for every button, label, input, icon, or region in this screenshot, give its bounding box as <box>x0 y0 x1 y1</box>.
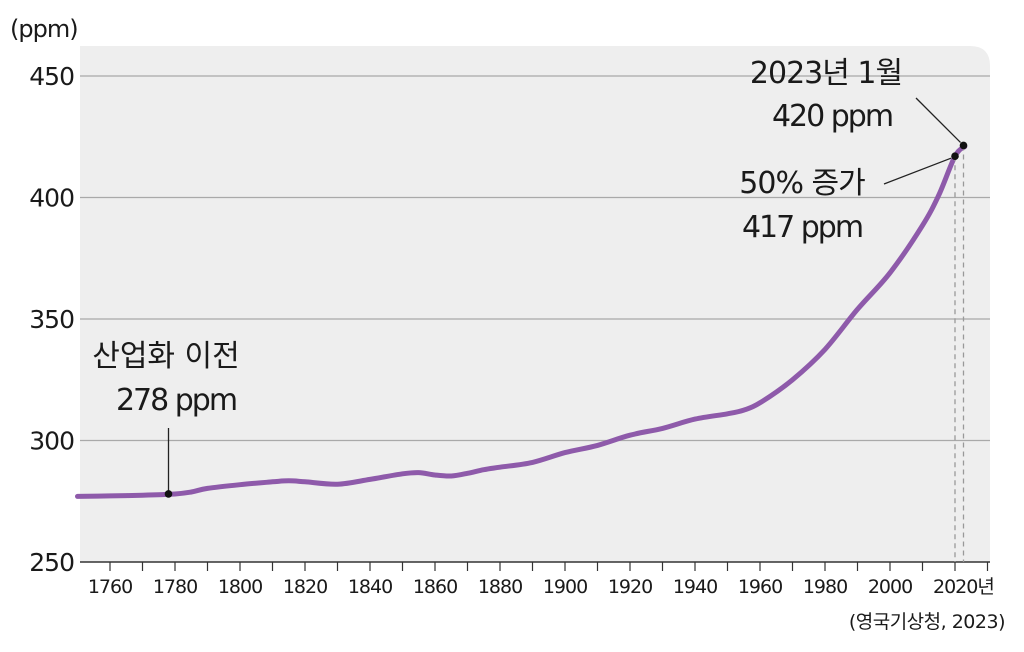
annotation-title-preindustrial: 산업화 이전 <box>92 339 240 374</box>
annotation-leader-jan2023 <box>915 97 961 143</box>
y-axis-unit-label: (ppm) <box>10 15 78 43</box>
annotations: 산업화 이전 278 ppm 50% 증가 417 ppm 2023년 1월 420 pp… <box>92 56 968 562</box>
source-label: (영국기상청, 2023) <box>849 611 1005 633</box>
annotation-title-increase: 50% 증가 <box>739 166 865 201</box>
x-tick-label-1900: 1900 <box>543 576 587 598</box>
x-tick-label-1780: 1780 <box>153 576 197 598</box>
x-tick-label-1800: 1800 <box>218 576 262 598</box>
y-axis-labels: 250 300 350 400 450 <box>29 62 75 577</box>
annotation-value-increase: 417 ppm <box>742 210 862 245</box>
annotation-value-jan2023: 420 ppm <box>772 99 892 134</box>
y-tick-label-250: 250 <box>29 548 74 577</box>
x-tick-label-1880: 1880 <box>478 576 522 598</box>
x-tick-label-2020: 2020년 <box>933 576 994 598</box>
annotation-leader-increase <box>883 157 952 185</box>
annotation-title-jan2023: 2023년 1월 <box>750 56 902 91</box>
gridlines <box>80 75 990 442</box>
plot-background <box>80 46 990 562</box>
x-tick-label-1820: 1820 <box>283 576 327 598</box>
y-tick-label-300: 300 <box>29 427 74 456</box>
annotation-value-preindustrial: 278 ppm <box>116 383 236 418</box>
x-tick-label-1980: 1980 <box>803 576 847 598</box>
y-tick-label-350: 350 <box>29 305 74 334</box>
x-tick-label-1920: 1920 <box>608 576 652 598</box>
x-tick-label-1860: 1860 <box>413 576 457 598</box>
x-tick-label-1960: 1960 <box>738 576 782 598</box>
y-tick-label-450: 450 <box>29 62 74 91</box>
annotation-point-preindustrial <box>164 490 173 498</box>
series-layer <box>75 144 968 499</box>
y-tick-label-400: 400 <box>29 184 74 213</box>
annotation-point-jan2023 <box>959 141 968 150</box>
x-tick-label-2000: 2000 <box>868 576 912 598</box>
x-tick-label-1760: 1760 <box>88 576 132 598</box>
x-tick-label-1840: 1840 <box>348 576 392 598</box>
series-line-0 <box>75 144 968 499</box>
x-axis-ticks <box>109 562 989 571</box>
annotation-point-increase <box>951 152 959 160</box>
x-tick-label-1940: 1940 <box>673 576 717 598</box>
x-axis-labels: 1760 1780 1800 1820 1840 1860 1880 1900 1920 1940… <box>88 576 995 598</box>
